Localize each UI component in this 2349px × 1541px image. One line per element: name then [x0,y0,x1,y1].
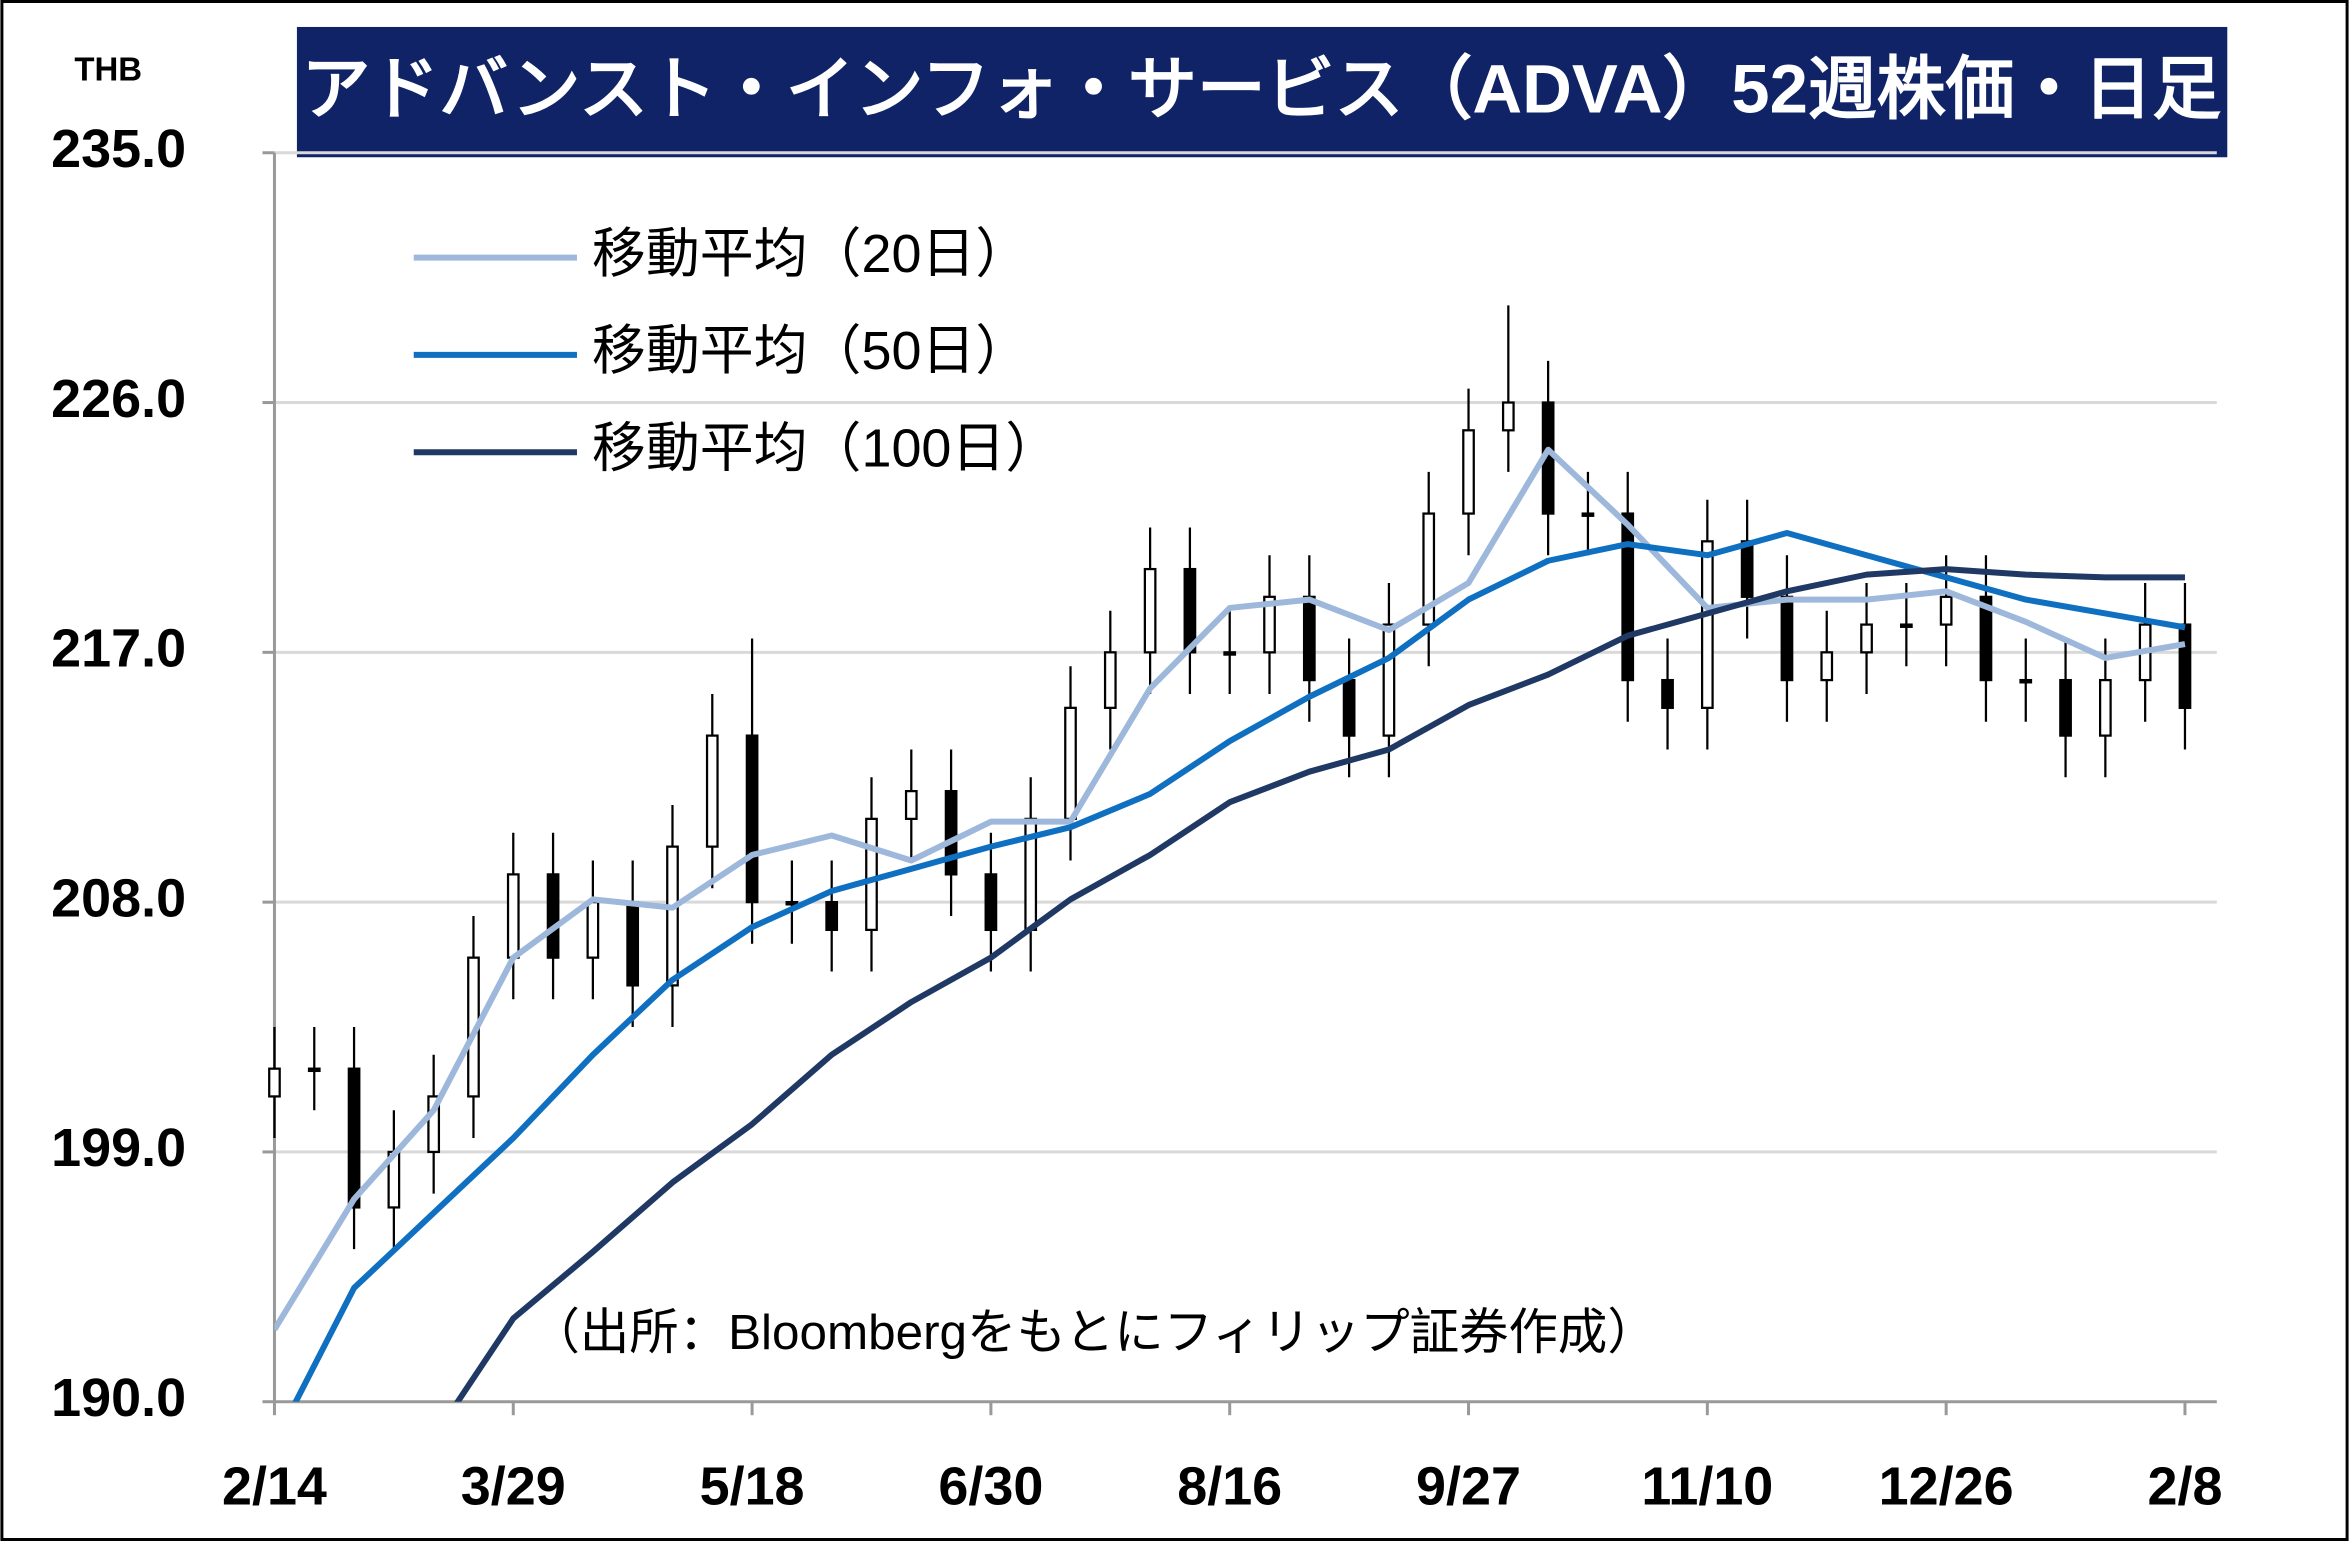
candle-body [1462,429,1475,515]
candle-body [2019,678,2033,684]
legend-label: 移動平均（100日） [592,419,1059,479]
candle-body [268,1067,281,1098]
legend-label: 移動平均（50日） [592,321,1029,381]
candle-body [1740,540,1754,598]
candle-body [705,734,719,848]
x-tick-label: 8/16 [1177,1456,1282,1516]
candle-body [307,1067,321,1073]
candle-body [1223,651,1237,656]
candle-body [1183,567,1197,654]
y-tick-label: 235.0 [51,119,186,179]
candle-body [347,1067,361,1209]
x-tick-label: 11/10 [1641,1456,1773,1516]
candle-body [626,901,640,987]
candle-body [1501,401,1515,432]
candle-body [1621,512,1635,682]
candle-body [506,873,520,959]
x-tick-label: 5/18 [700,1456,805,1516]
candle-body [1780,595,1794,682]
candle-body [1103,651,1117,709]
y-tick-label: 226.0 [51,369,186,429]
source-note: （出所：Bloombergをもとにフィリップ証券作成） [530,1305,1656,1360]
title-box [296,26,2228,158]
candle-body [984,873,998,932]
candle-body [1302,595,1316,682]
candle-body [1820,651,1834,682]
x-tick-label: 3/29 [461,1456,566,1516]
moving-average-line [454,566,2185,1402]
moving-average-line [274,446,2186,1332]
y-tick-label: 208.0 [51,868,186,928]
candle-body [1860,623,1873,654]
candle-body [785,901,799,906]
candle-body [2059,678,2072,737]
candle-body [427,1095,441,1154]
x-tick-label: 2/14 [222,1456,327,1516]
x-tick-label: 2/8 [2147,1456,2222,1516]
x-tick-label: 12/26 [1879,1456,2014,1516]
candle-body [1064,706,1077,820]
candle-body [865,817,878,932]
candle-body [825,901,839,932]
x-tick-label: 6/30 [938,1456,1043,1516]
candle-body [1979,595,1993,682]
y-tick-label: 190.0 [51,1368,186,1428]
candle-body [745,734,759,904]
chart-title: アドバンスト・インフォ・サービス（ADVA）52週株価・日足 [302,51,2222,128]
y-unit: THB [74,51,142,88]
moving-average-line [292,530,2186,1402]
x-tick-label: 9/27 [1416,1456,1521,1516]
candle-body [1342,678,1356,737]
candle-body [546,873,560,959]
candle-body [666,845,679,987]
candle-body [904,789,918,820]
candle-body [2178,623,2192,709]
candle-body [1899,623,1913,628]
candle-body [944,789,958,876]
candle-body [1422,512,1436,626]
candle-body [1581,512,1595,517]
legend-label: 移動平均（20日） [592,224,1029,284]
candle-body [1661,678,1674,709]
candle-body [1939,595,1953,626]
candle-body [1382,623,1396,737]
candle-body [1263,595,1276,654]
candle-body [1143,567,1157,654]
y-tick-label: 199.0 [51,1118,186,1178]
candle-body [586,901,600,959]
candle-body [1700,540,1714,709]
y-tick-label: 217.0 [51,619,186,679]
candle-body [2098,678,2112,737]
